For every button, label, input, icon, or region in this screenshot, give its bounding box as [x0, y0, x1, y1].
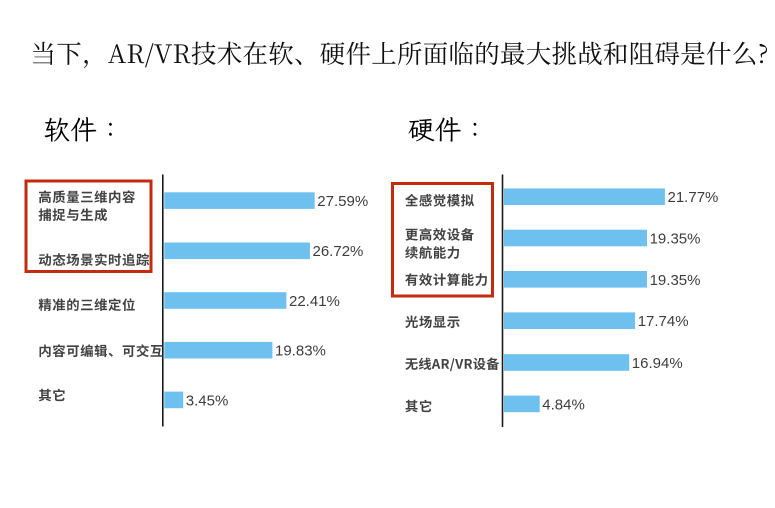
- svg-text:16.94%: 16.94%: [632, 355, 683, 372]
- svg-text:19.35%: 19.35%: [650, 272, 701, 289]
- svg-text:3.45%: 3.45%: [186, 392, 229, 409]
- svg-text:17.74%: 17.74%: [638, 313, 689, 330]
- svg-text:22.41%: 22.41%: [289, 293, 340, 310]
- svg-text:19.83%: 19.83%: [275, 343, 326, 360]
- svg-text:4.84%: 4.84%: [542, 396, 585, 413]
- svg-text:21.77%: 21.77%: [668, 189, 719, 206]
- svg-text:26.72%: 26.72%: [313, 243, 364, 260]
- svg-text:27.59%: 27.59%: [317, 193, 368, 210]
- svg-text:19.35%: 19.35%: [650, 230, 701, 247]
